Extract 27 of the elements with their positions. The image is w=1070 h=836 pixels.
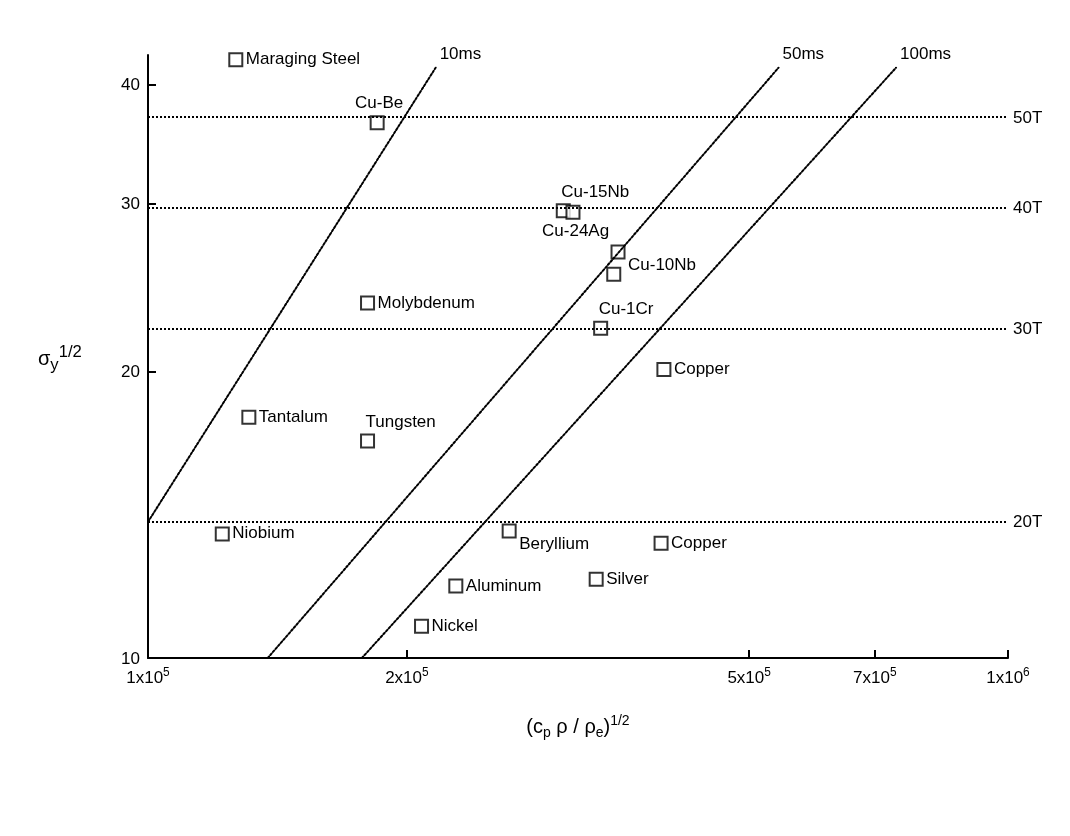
y-tick-label: 10 [121, 648, 140, 668]
series-label: 100ms [900, 44, 952, 64]
annotation: Beryllium [519, 533, 590, 553]
annotation: Cu-24Ag [542, 221, 610, 241]
annotation: Silver [606, 568, 650, 588]
annotation: Copper [671, 532, 728, 552]
annotation: Cu-15Nb [561, 181, 630, 201]
y-tick-label: 20 [121, 361, 140, 381]
annotation: Molybdenum [377, 292, 475, 312]
annotation: Tantalum [258, 406, 328, 426]
annotation: Cu-Be [355, 92, 404, 112]
ref-line-label: 20T [1013, 512, 1043, 532]
annotation: Tungsten [365, 412, 436, 432]
series-label: 50ms [782, 44, 825, 64]
y-tick-label: 30 [121, 194, 140, 214]
annotation: Copper [673, 358, 730, 378]
annotation: Cu-10Nb [628, 255, 697, 274]
annotation: Niobium [232, 523, 295, 543]
ref-line-label: 30T [1013, 318, 1043, 338]
ref-line-label: 50T [1013, 107, 1043, 127]
series-label: 10ms [439, 44, 482, 64]
annotation: Aluminum [465, 575, 542, 595]
ref-line-label: 40T [1013, 198, 1043, 218]
annotation: Nickel [431, 615, 478, 635]
y-tick-label: 40 [121, 75, 140, 95]
annotation: Maraging Steel [245, 49, 361, 69]
annotation: Cu-1Cr [598, 299, 654, 319]
